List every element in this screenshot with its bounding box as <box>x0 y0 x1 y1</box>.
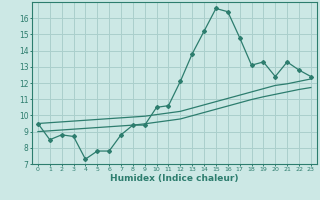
X-axis label: Humidex (Indice chaleur): Humidex (Indice chaleur) <box>110 174 239 183</box>
